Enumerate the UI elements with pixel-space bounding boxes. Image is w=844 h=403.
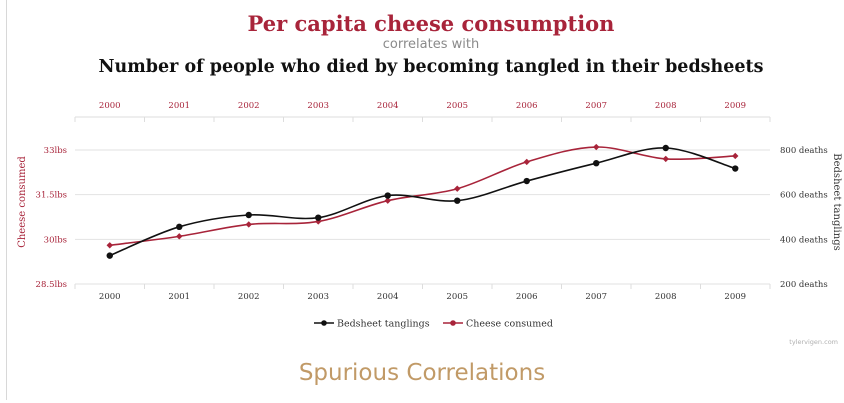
data-point-cheese-consumed [245, 221, 252, 228]
data-point-bedsheet-tanglings [593, 159, 600, 167]
watermark: tylervigen.com [789, 338, 838, 346]
right-tick-label: 400 deaths [780, 235, 828, 245]
top-year-label: 2005 [446, 101, 468, 111]
bottom-year-label: 2001 [168, 292, 190, 302]
legend: Bedsheet tanglings Cheese consumed [314, 319, 553, 330]
bottom-year-label: 2004 [377, 292, 399, 302]
top-year-label: 2000 [99, 101, 121, 111]
data-point-bedsheet-tanglings [732, 165, 739, 172]
legend-item-bedsheet-tanglings: Bedsheet tanglings [337, 319, 430, 330]
data-point-cheese-consumed [662, 155, 669, 163]
data-point-bedsheet-tanglings [454, 197, 461, 204]
top-year-label: 2004 [377, 101, 399, 111]
top-year-label: 2007 [585, 101, 607, 111]
left-axis-label: Cheese consumed [17, 156, 28, 248]
data-point-cheese-consumed [523, 158, 530, 166]
series-line-cheese-consumed [109, 146, 736, 247]
right-tick-label: 600 deaths [780, 191, 828, 201]
bottom-year-label: 2005 [446, 292, 468, 302]
bottom-year-label: 2002 [238, 292, 260, 302]
chart-subtitle: correlates with [383, 37, 479, 52]
data-point-bedsheet-tanglings [662, 144, 669, 152]
data-point-bedsheet-tanglings [384, 192, 391, 199]
data-point-bedsheet-tanglings [106, 252, 113, 259]
bottom-year-label: 2003 [307, 292, 329, 302]
left-tick-label: 33lbs [44, 146, 67, 156]
legend-item-cheese-consumed: Cheese consumed [466, 319, 553, 330]
right-tick-label: 200 deaths [780, 280, 828, 290]
data-point-bedsheet-tanglings [245, 211, 252, 219]
top-year-label: 2009 [724, 101, 746, 111]
data-point-cheese-consumed [593, 143, 600, 151]
left-tick-label: 30lbs [44, 235, 67, 245]
left-tick-label: 28.5lbs [36, 280, 67, 290]
chart-title: Per capita cheese consumption [248, 11, 615, 36]
series-line-bedsheet-tanglings [109, 147, 736, 257]
data-point-bedsheet-tanglings [315, 214, 322, 221]
right-axis-label: Bedsheet tanglings [831, 153, 842, 250]
data-point-cheese-consumed [732, 152, 739, 160]
data-point-cheese-consumed [176, 233, 183, 240]
bottom-year-label: 2000 [99, 292, 121, 302]
caption: Spurious Correlations [298, 360, 546, 386]
data-point-bedsheet-tanglings [176, 223, 183, 231]
top-year-label: 2002 [238, 101, 260, 111]
bottom-year-label: 2008 [655, 292, 677, 302]
right-tick-label: 800 deaths [780, 146, 828, 156]
chart-frame [6, 0, 842, 400]
data-point-cheese-consumed [384, 197, 391, 204]
top-year-label: 2001 [168, 101, 190, 111]
data-point-bedsheet-tanglings [523, 177, 530, 185]
top-year-label: 2008 [655, 101, 677, 111]
data-point-cheese-consumed [454, 185, 461, 192]
top-year-label: 2003 [307, 101, 329, 111]
bottom-year-label: 2009 [724, 292, 746, 302]
chart-title-secondary: Number of people who died by becoming ta… [99, 57, 764, 77]
bottom-year-label: 2006 [516, 292, 538, 302]
left-tick-label: 31.5lbs [36, 191, 67, 201]
chart: Per capita cheese consumption correlates… [17, 11, 842, 346]
top-year-label: 2006 [516, 101, 538, 111]
bottom-year-label: 2007 [585, 292, 607, 302]
data-point-cheese-consumed [106, 242, 113, 249]
